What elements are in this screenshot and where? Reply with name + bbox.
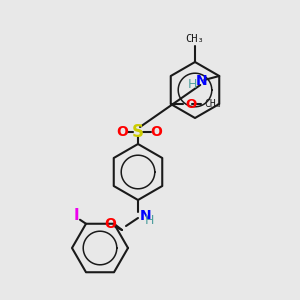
Text: N: N — [195, 74, 207, 88]
Text: O: O — [104, 217, 116, 231]
Text: H: H — [188, 79, 197, 92]
Text: O: O — [116, 125, 128, 139]
Text: CH₃: CH₃ — [205, 99, 222, 109]
Text: N: N — [140, 209, 152, 223]
Text: H: H — [144, 214, 154, 226]
Text: O: O — [150, 125, 162, 139]
Text: O: O — [186, 98, 197, 110]
Text: I: I — [73, 208, 79, 223]
Text: S: S — [132, 123, 144, 141]
Text: CH₃: CH₃ — [186, 34, 204, 44]
